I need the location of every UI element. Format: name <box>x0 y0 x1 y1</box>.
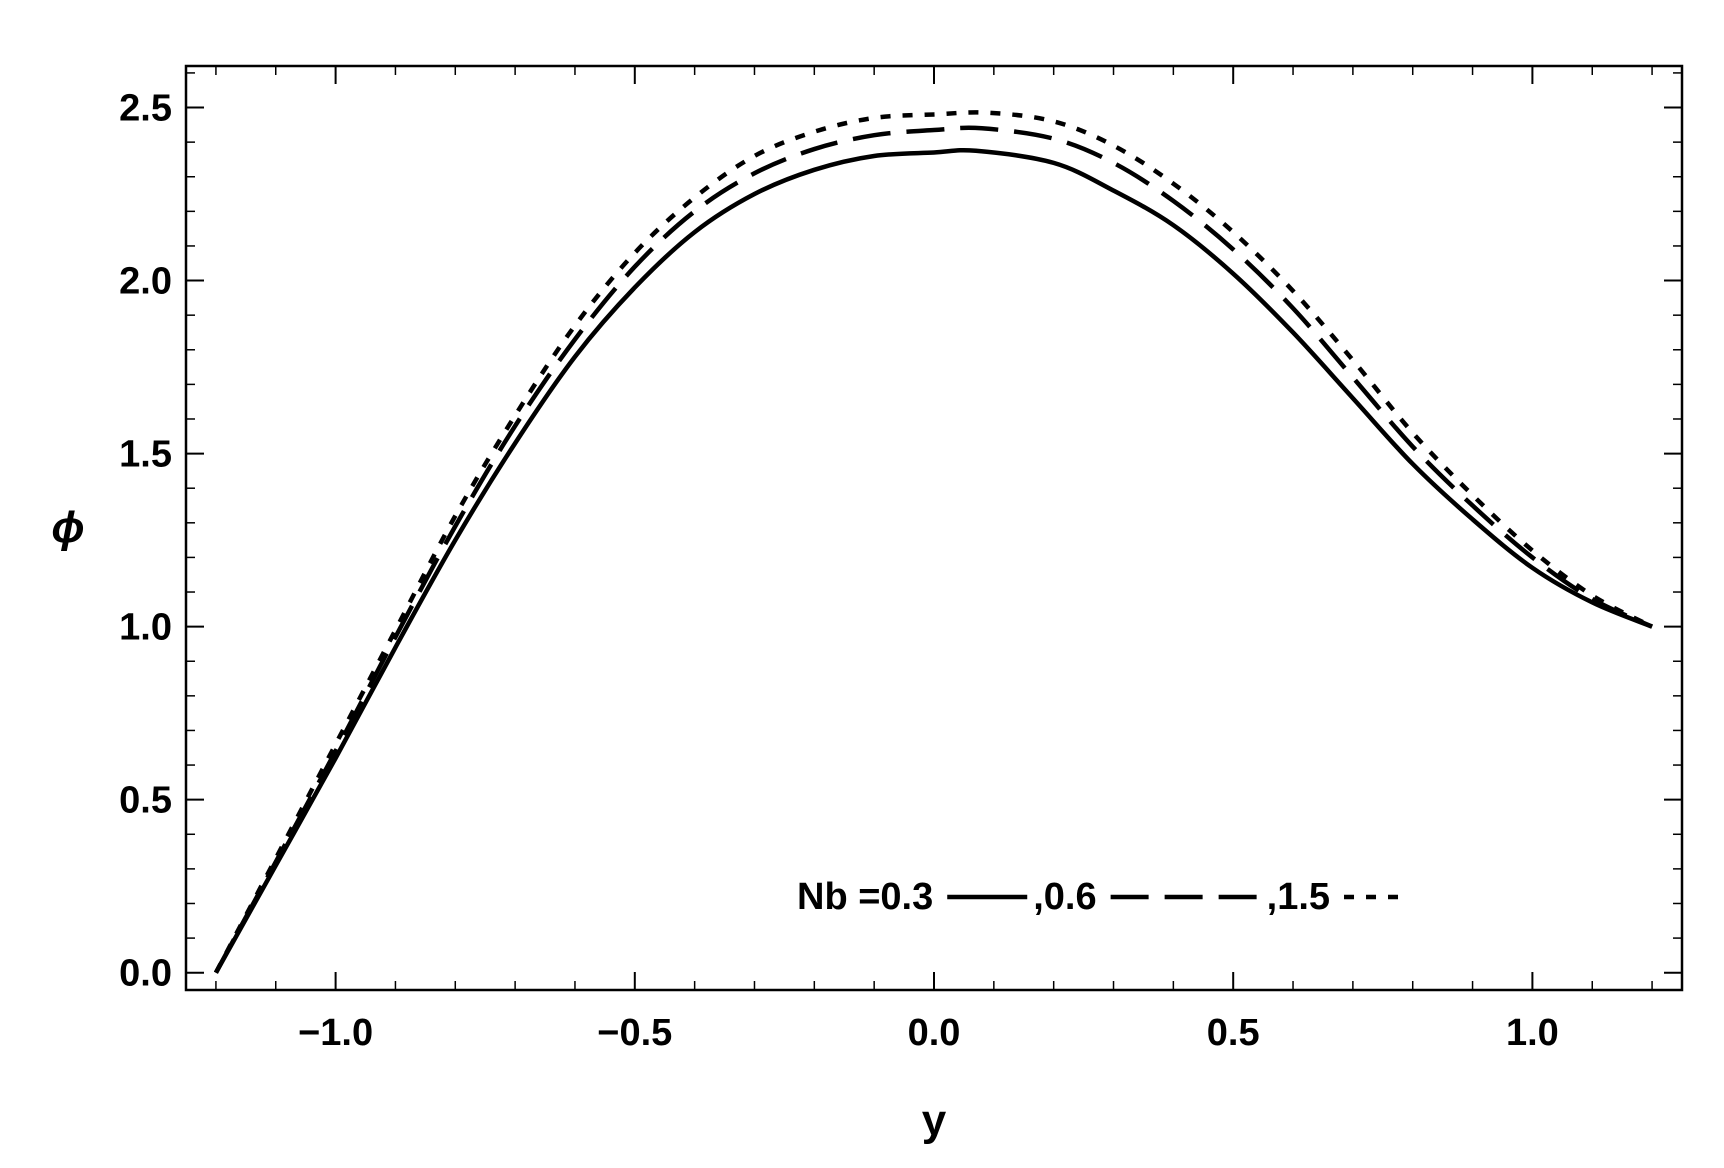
legend-label: 1.5 <box>1277 876 1330 918</box>
legend-prefix: Nb = <box>797 876 880 918</box>
x-tick-label: 0.5 <box>1207 1012 1260 1054</box>
y-tick-label: 1.0 <box>119 607 172 649</box>
series-line-nb-0-6 <box>213 125 1654 974</box>
minor-ticks <box>186 66 1682 990</box>
x-axis-title: y <box>922 1096 947 1145</box>
major-ticks <box>186 66 1682 990</box>
y-tick-label: 0.5 <box>119 780 172 822</box>
y-tick-label: 1.5 <box>119 434 172 476</box>
legend: Nb = 0.3, 0.6, 1.5 <box>797 876 1411 918</box>
series-lines <box>213 110 1654 974</box>
series-line-nb-0-3 <box>213 147 1653 974</box>
legend-label: 0.3 <box>880 876 933 918</box>
y-tick-label: 0.0 <box>119 953 172 995</box>
x-tick-label: −1.0 <box>298 1012 373 1054</box>
y-tick-labels: 0.0 0.5 1.0 1.5 2.0 2.5 <box>119 88 172 995</box>
x-tick-label: −0.5 <box>597 1012 672 1054</box>
y-tick-label: 2.0 <box>119 261 172 303</box>
y-tick-label: 2.5 <box>119 88 172 130</box>
x-tick-labels: −1.0 −0.5 0.0 0.5 1.0 <box>298 1012 1559 1054</box>
y-axis-title: ϕ <box>51 503 84 552</box>
plot-frame <box>184 64 1684 992</box>
x-tick-label: 0.0 <box>908 1012 961 1054</box>
x-tick-label: 1.0 <box>1506 1012 1559 1054</box>
legend-separator: , <box>1033 876 1044 918</box>
legend-separator: , <box>1267 876 1278 918</box>
legend-label: 0.6 <box>1044 876 1097 918</box>
